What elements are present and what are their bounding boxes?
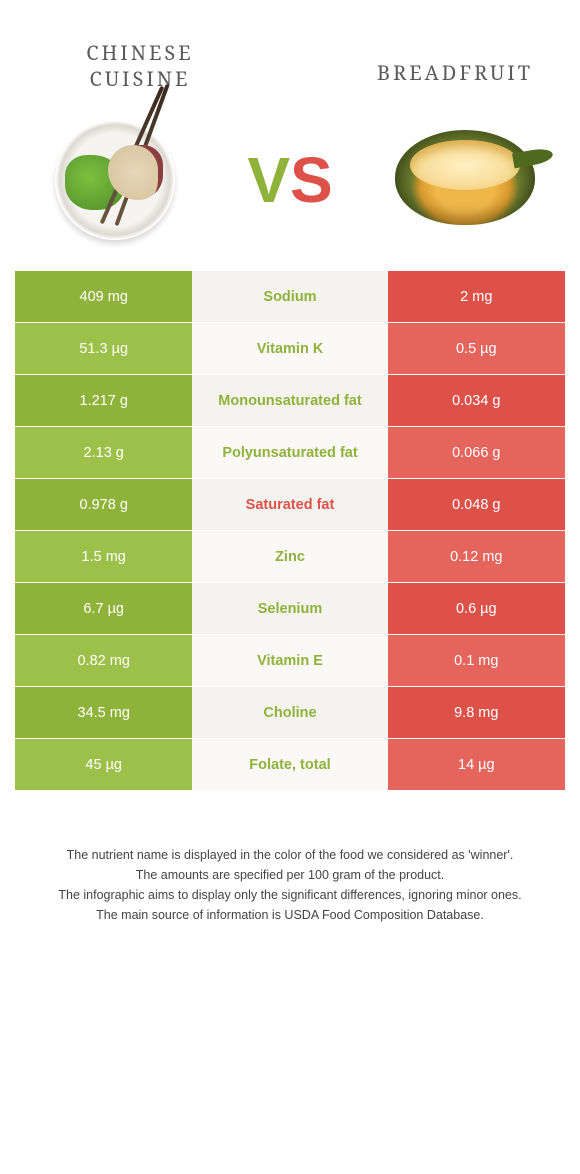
table-row: 45 µgFolate, total14 µg <box>15 738 565 790</box>
header: Chinese cuisine Breadfruit VS <box>15 20 565 240</box>
cell-right-value: 0.066 g <box>388 427 565 478</box>
cell-right-value: 0.5 µg <box>388 323 565 374</box>
cell-left-value: 1.217 g <box>15 375 192 426</box>
comparison-infographic: Chinese cuisine Breadfruit VS 409 mgSodi… <box>0 0 580 955</box>
cell-nutrient-label: Selenium <box>192 583 387 634</box>
footnote-line: The main source of information is USDA F… <box>25 905 555 925</box>
cell-right-value: 0.6 µg <box>388 583 565 634</box>
table-row: 51.3 µgVitamin K0.5 µg <box>15 322 565 374</box>
table-row: 6.7 µgSelenium0.6 µg <box>15 582 565 634</box>
right-food-image <box>390 120 540 240</box>
cell-left-value: 409 mg <box>15 271 192 322</box>
table-row: 34.5 mgCholine9.8 mg <box>15 686 565 738</box>
vs-label: VS <box>230 148 350 212</box>
cell-nutrient-label: Vitamin K <box>192 323 387 374</box>
cell-right-value: 2 mg <box>388 271 565 322</box>
cell-nutrient-label: Sodium <box>192 271 387 322</box>
cell-left-value: 51.3 µg <box>15 323 192 374</box>
cell-right-value: 0.1 mg <box>388 635 565 686</box>
nutrient-table: 409 mgSodium2 mg51.3 µgVitamin K0.5 µg1.… <box>15 270 565 790</box>
cell-left-value: 0.978 g <box>15 479 192 530</box>
cell-nutrient-label: Saturated fat <box>192 479 387 530</box>
cell-right-value: 14 µg <box>388 739 565 790</box>
cell-nutrient-label: Zinc <box>192 531 387 582</box>
cell-nutrient-label: Monounsaturated fat <box>192 375 387 426</box>
cell-left-value: 45 µg <box>15 739 192 790</box>
title-right: Breadfruit <box>365 60 545 86</box>
cell-left-value: 0.82 mg <box>15 635 192 686</box>
table-row: 0.978 gSaturated fat0.048 g <box>15 478 565 530</box>
footnotes: The nutrient name is displayed in the co… <box>15 845 565 925</box>
cell-right-value: 0.034 g <box>388 375 565 426</box>
cell-left-value: 6.7 µg <box>15 583 192 634</box>
cell-nutrient-label: Choline <box>192 687 387 738</box>
food-image-row: VS <box>15 120 565 240</box>
footnote-line: The nutrient name is displayed in the co… <box>25 845 555 865</box>
footnote-line: The infographic aims to display only the… <box>25 885 555 905</box>
table-row: 2.13 gPolyunsaturated fat0.066 g <box>15 426 565 478</box>
vs-letter-v: V <box>247 144 290 216</box>
table-row: 0.82 mgVitamin E0.1 mg <box>15 634 565 686</box>
left-food-image <box>40 120 190 240</box>
cell-right-value: 0.048 g <box>388 479 565 530</box>
title-left: Chinese cuisine <box>50 40 230 92</box>
cell-left-value: 34.5 mg <box>15 687 192 738</box>
cell-nutrient-label: Polyunsaturated fat <box>192 427 387 478</box>
footnote-line: The amounts are specified per 100 gram o… <box>25 865 555 885</box>
table-row: 1.217 gMonounsaturated fat0.034 g <box>15 374 565 426</box>
cell-right-value: 9.8 mg <box>388 687 565 738</box>
vs-letter-s: S <box>290 144 333 216</box>
cell-left-value: 1.5 mg <box>15 531 192 582</box>
cell-nutrient-label: Vitamin E <box>192 635 387 686</box>
table-row: 1.5 mgZinc0.12 mg <box>15 530 565 582</box>
cell-right-value: 0.12 mg <box>388 531 565 582</box>
cell-left-value: 2.13 g <box>15 427 192 478</box>
cell-nutrient-label: Folate, total <box>192 739 387 790</box>
table-row: 409 mgSodium2 mg <box>15 270 565 322</box>
